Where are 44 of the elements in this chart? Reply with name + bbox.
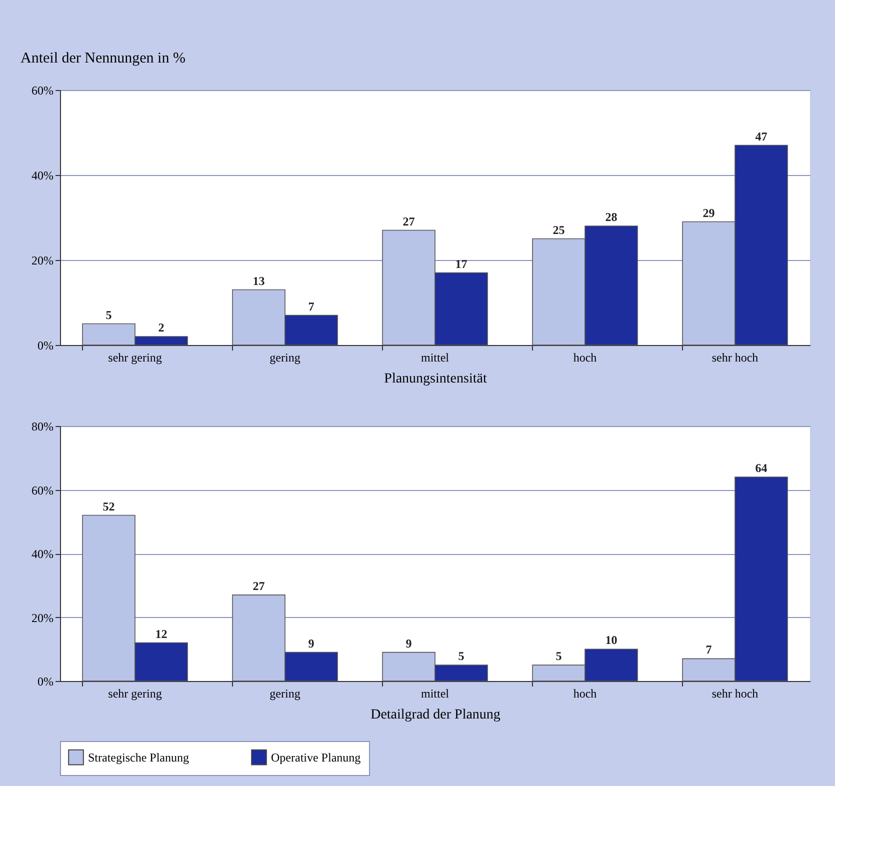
data-label: 7 — [706, 642, 712, 657]
data-label: 2 — [158, 320, 164, 334]
x-tick-label: sehr hoch — [712, 686, 758, 700]
data-label: 5 — [556, 649, 562, 664]
x-tick-label: mittel — [421, 350, 450, 364]
data-label: 5 — [458, 649, 464, 664]
x-axis-title: Planungsintensität — [384, 372, 487, 386]
x-tick-label: sehr hoch — [712, 350, 758, 364]
y-tick-label: 0% — [38, 338, 54, 352]
x-tick-label: sehr gering — [108, 350, 162, 364]
data-label: 17 — [455, 256, 468, 271]
data-label: 13 — [252, 274, 265, 288]
data-label: 9 — [406, 636, 412, 650]
data-label: 47 — [755, 129, 768, 144]
data-label: 28 — [605, 210, 618, 224]
y-tick-label: 0% — [38, 674, 54, 688]
y-tick-label: 20% — [32, 254, 54, 268]
y-tick-label: 20% — [32, 610, 54, 625]
x-tick-label: hoch — [573, 686, 597, 700]
x-tick-label: gering — [270, 350, 300, 364]
data-label: 5 — [106, 308, 112, 322]
data-label: 29 — [702, 206, 715, 220]
y-tick-label: 40% — [32, 168, 54, 182]
data-label: 64 — [755, 461, 768, 475]
data-label: 25 — [552, 222, 565, 237]
x-tick-label: gering — [270, 686, 300, 700]
x-tick-label: sehr gering — [108, 686, 162, 700]
data-label: 52 — [102, 499, 115, 514]
legend-label: Strategische Planung — [88, 750, 189, 764]
y-tick-label: 40% — [32, 547, 54, 561]
x-axis-title: Detailgrad der Planung — [370, 708, 500, 722]
legend-label: Operative Planung — [271, 750, 361, 764]
data-label: 12 — [155, 626, 168, 641]
data-label: 7 — [308, 299, 314, 314]
y-axis-title: Anteil der Nennungen in % — [20, 50, 186, 66]
data-label: 27 — [402, 214, 415, 228]
data-label: 10 — [605, 633, 618, 648]
data-label: 9 — [308, 636, 314, 650]
y-tick-label: 60% — [32, 84, 54, 98]
x-tick-label: mittel — [421, 686, 450, 700]
x-tick-label: hoch — [573, 350, 597, 364]
y-tick-label: 60% — [32, 483, 54, 498]
data-label: 27 — [252, 578, 265, 593]
y-tick-label: 80% — [32, 420, 54, 434]
